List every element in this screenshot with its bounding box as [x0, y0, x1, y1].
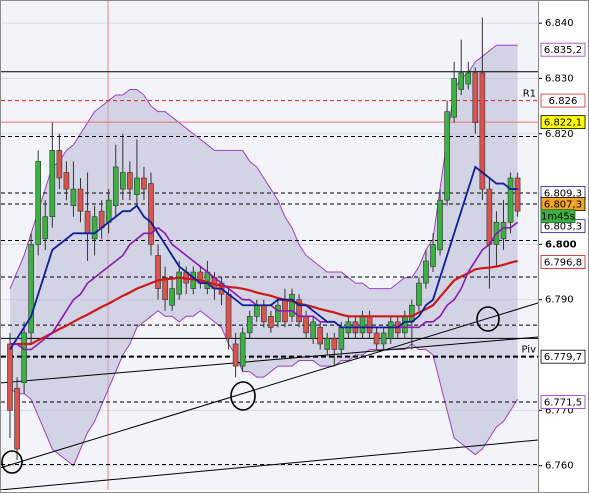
candle-body	[232, 343, 239, 367]
candle-body	[56, 150, 63, 179]
timer-label: 1m45s	[541, 212, 575, 223]
candle-body	[63, 172, 70, 190]
candle-body	[472, 72, 479, 123]
candle-body	[486, 188, 493, 245]
candle-body	[296, 299, 302, 323]
annotation-circle	[230, 381, 256, 411]
level-tag: Piv	[521, 345, 536, 356]
candle-body	[458, 72, 465, 90]
candle-body	[176, 271, 182, 295]
price-box	[540, 395, 586, 409]
candle-body	[324, 338, 331, 350]
price-box	[540, 42, 586, 57]
candle-body	[21, 332, 27, 383]
candle-body	[359, 316, 366, 334]
candle-body	[380, 332, 387, 345]
candle-body	[275, 304, 281, 323]
moving-average	[9, 165, 518, 350]
candle-body	[134, 177, 140, 195]
candle-body	[246, 316, 253, 334]
candle-body	[268, 316, 274, 328]
band-lower	[9, 310, 519, 467]
price-label: 6.809,3	[544, 188, 582, 199]
annotation-circle	[1, 450, 23, 474]
y-tick-label: 6.830	[545, 73, 574, 84]
annotation-circle	[476, 306, 500, 332]
y-tick-label: 6.820	[545, 129, 574, 140]
candle-body	[84, 210, 91, 234]
candle-body	[310, 321, 316, 339]
candle-body	[112, 166, 119, 206]
candle-body	[225, 293, 232, 339]
candle-body	[451, 78, 457, 118]
candle-body	[303, 316, 309, 334]
candle-body	[373, 332, 380, 345]
candle-body	[479, 72, 486, 190]
y-tick-label: 6.800	[545, 239, 577, 250]
price-box	[540, 255, 586, 269]
candle-body	[500, 221, 507, 240]
candle-body	[141, 177, 147, 190]
candle-body	[14, 387, 20, 450]
candle-body	[317, 327, 324, 345]
candle-body	[91, 216, 98, 240]
candle-body	[507, 177, 514, 223]
candle-body	[430, 244, 436, 267]
y-tick-label: 6.790	[545, 295, 574, 306]
candle-body	[366, 316, 373, 334]
candle-body	[105, 199, 112, 223]
candle-body	[465, 72, 472, 85]
price-label: 6.807,3	[544, 200, 582, 211]
candle-body	[437, 199, 443, 251]
candle-body	[387, 321, 394, 339]
candle-body	[289, 293, 295, 317]
candle-body	[331, 338, 338, 350]
candle-body	[401, 316, 408, 334]
price-label: 6.826	[549, 96, 578, 107]
trend-line	[1, 302, 538, 469]
price-label: 6.835,2	[544, 45, 582, 56]
candle-body	[423, 260, 429, 284]
price-box	[540, 349, 586, 364]
candle-body	[35, 161, 42, 245]
candle-body	[70, 188, 77, 206]
moving-average	[10, 259, 518, 346]
y-tick-label: 6.770	[545, 405, 574, 416]
candle-body	[416, 282, 422, 306]
price-label: 6.822,1	[544, 118, 582, 129]
candle-body	[120, 172, 126, 190]
price-label: 6.796,8	[544, 258, 582, 269]
trend-line	[1, 336, 538, 384]
price-box	[540, 115, 586, 130]
price-box	[540, 93, 586, 108]
candle-body	[148, 183, 154, 245]
candle-body	[169, 288, 175, 306]
candle-body	[338, 327, 345, 350]
candle-body	[155, 255, 161, 289]
candle-body	[127, 172, 133, 190]
price-label: 6.779,7	[544, 352, 582, 363]
candle-body	[204, 271, 211, 289]
candle-body	[260, 304, 267, 323]
price-label: 6.771,5	[544, 398, 582, 409]
price-axis: 6.840 6.830 6.820 6.800 6.790 6.770 6.760 6.835…	[538, 18, 586, 472]
plot	[1, 1, 538, 490]
candle-body	[162, 277, 168, 301]
candle-body	[239, 332, 246, 367]
trend-line	[1, 439, 538, 490]
candle-body	[444, 111, 450, 201]
timer-box	[540, 209, 576, 224]
candle-body	[42, 216, 49, 240]
level-tag: R1	[523, 89, 536, 100]
y-tick-label: 6.840	[545, 18, 574, 29]
candle-body	[7, 343, 13, 411]
y-tick-label: 6.760	[545, 461, 574, 472]
candle-body	[253, 304, 260, 317]
price-label: 6.803,3	[544, 222, 582, 233]
candle-body	[49, 150, 56, 218]
candle-body	[28, 244, 34, 334]
candle-body	[77, 188, 84, 212]
candle-body	[514, 177, 521, 212]
